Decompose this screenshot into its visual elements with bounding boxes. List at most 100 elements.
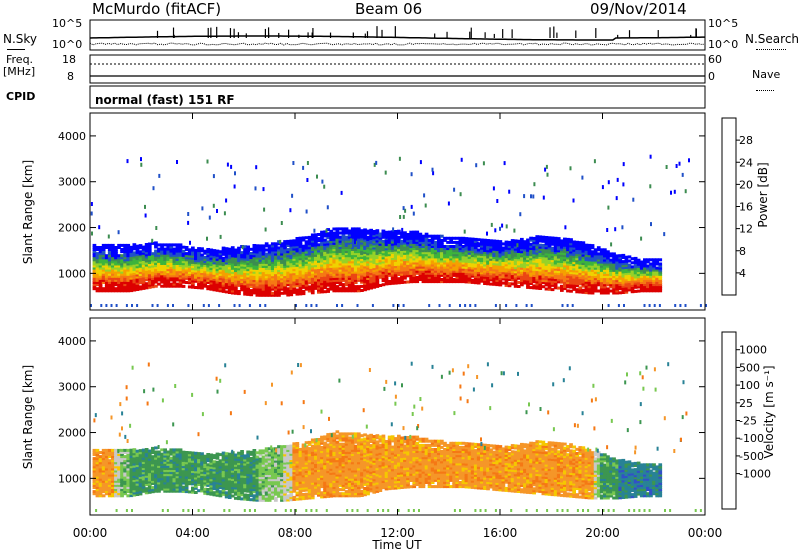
- echo-cell: [261, 265, 266, 268]
- echo-cell: [578, 257, 583, 261]
- echo-cell: [476, 262, 481, 266]
- echo-cell: [123, 465, 127, 469]
- echo-cell: [437, 257, 441, 261]
- echo-cell: [169, 284, 174, 288]
- echo-cell: [624, 282, 629, 286]
- echo-cell: [378, 249, 383, 252]
- echo-cell: [393, 265, 398, 269]
- echo-cell: [320, 243, 324, 246]
- echo-cell: [215, 257, 220, 261]
- echo-cell: [639, 279, 644, 282]
- echo-cell: [98, 278, 103, 282]
- echo-cell: [283, 258, 287, 262]
- echo-cell: [372, 246, 377, 250]
- echo-cell: [513, 266, 518, 270]
- echo-cell: [111, 465, 115, 469]
- echo-cell: [621, 282, 626, 286]
- echo-cell: [547, 236, 552, 240]
- echo-cell: [323, 271, 327, 275]
- echo-cell: [384, 239, 389, 243]
- echo-cell: [209, 269, 214, 273]
- echo-cell: [261, 250, 266, 254]
- sparse-echo: [607, 180, 610, 185]
- echo-cell: [566, 270, 570, 274]
- echo-cell: [433, 247, 438, 251]
- echo-cell: [317, 261, 321, 265]
- echo-cell: [424, 240, 429, 244]
- echo-cell: [123, 486, 127, 489]
- echo-cell: [593, 266, 598, 270]
- echo-cell: [184, 268, 189, 272]
- echo-cell: [323, 238, 327, 242]
- echo-cell: [498, 258, 503, 262]
- echo-cell: [326, 242, 330, 246]
- echo-cell: [369, 228, 373, 232]
- echo-cell: [95, 455, 100, 459]
- echo-cell: [320, 276, 324, 279]
- echo-cell: [437, 251, 441, 255]
- echo-cell: [314, 253, 318, 257]
- echo-cell: [369, 276, 373, 280]
- echo-cell: [618, 268, 623, 272]
- echo-cell: [627, 286, 632, 290]
- echo-cell: [227, 270, 232, 274]
- echo-cell: [510, 274, 515, 278]
- echo-cell: [230, 283, 235, 287]
- echo-cell: [234, 271, 238, 275]
- echo-cell: [418, 269, 423, 273]
- echo-cell: [470, 264, 475, 268]
- echo-cell: [206, 276, 210, 280]
- echo-cell: [301, 267, 306, 271]
- echo-cell: [360, 280, 364, 284]
- echo-cell: [295, 241, 300, 245]
- echo-cell: [147, 275, 152, 279]
- echo-cell: [101, 479, 106, 483]
- echo-cell: [440, 267, 444, 271]
- echo-cell: [178, 274, 183, 278]
- echo-cell: [449, 278, 453, 281]
- echo-cell: [292, 259, 297, 263]
- echo-cell: [563, 285, 567, 288]
- echo-cell: [341, 283, 346, 287]
- echo-cell: [132, 452, 137, 456]
- echo-cell: [538, 282, 543, 286]
- echo-cell: [218, 289, 223, 293]
- echo-cell: [277, 277, 281, 281]
- echo-cell: [206, 278, 210, 282]
- echo-cell: [338, 289, 343, 293]
- echo-cell: [135, 478, 140, 482]
- ytick-label: 4000: [58, 130, 86, 143]
- echo-cell: [390, 279, 395, 283]
- echo-cell: [476, 244, 481, 248]
- echo-cell: [372, 271, 377, 275]
- echo-cell: [375, 282, 380, 286]
- echo-cell: [157, 249, 161, 253]
- echo-cell: [221, 273, 226, 277]
- echo-cell: [280, 285, 284, 289]
- echo-cell: [541, 252, 546, 256]
- echo-cell: [157, 257, 161, 261]
- echo-cell: [427, 249, 432, 253]
- echo-cell: [144, 251, 149, 255]
- echo-cell: [443, 255, 447, 259]
- echo-cell: [446, 276, 450, 279]
- echo-cell: [606, 277, 610, 281]
- echo-cell: [369, 235, 373, 238]
- echo-cell: [292, 266, 297, 270]
- echo-cell: [92, 285, 97, 289]
- echo-cell: [538, 243, 543, 247]
- sparse-echo: [482, 161, 485, 166]
- echo-cell: [498, 248, 503, 252]
- echo-cell: [464, 251, 469, 255]
- echo-cell: [289, 268, 294, 272]
- echo-cell: [218, 262, 223, 266]
- echo-cell: [212, 261, 217, 265]
- echo-cell: [375, 258, 380, 262]
- echo-cell: [393, 275, 398, 279]
- echo-cell: [227, 249, 232, 253]
- echo-cell: [194, 250, 198, 254]
- echo-cell: [237, 261, 241, 265]
- echo-cell: [249, 285, 254, 288]
- echo-cell: [572, 281, 576, 285]
- echo-cell: [92, 473, 97, 477]
